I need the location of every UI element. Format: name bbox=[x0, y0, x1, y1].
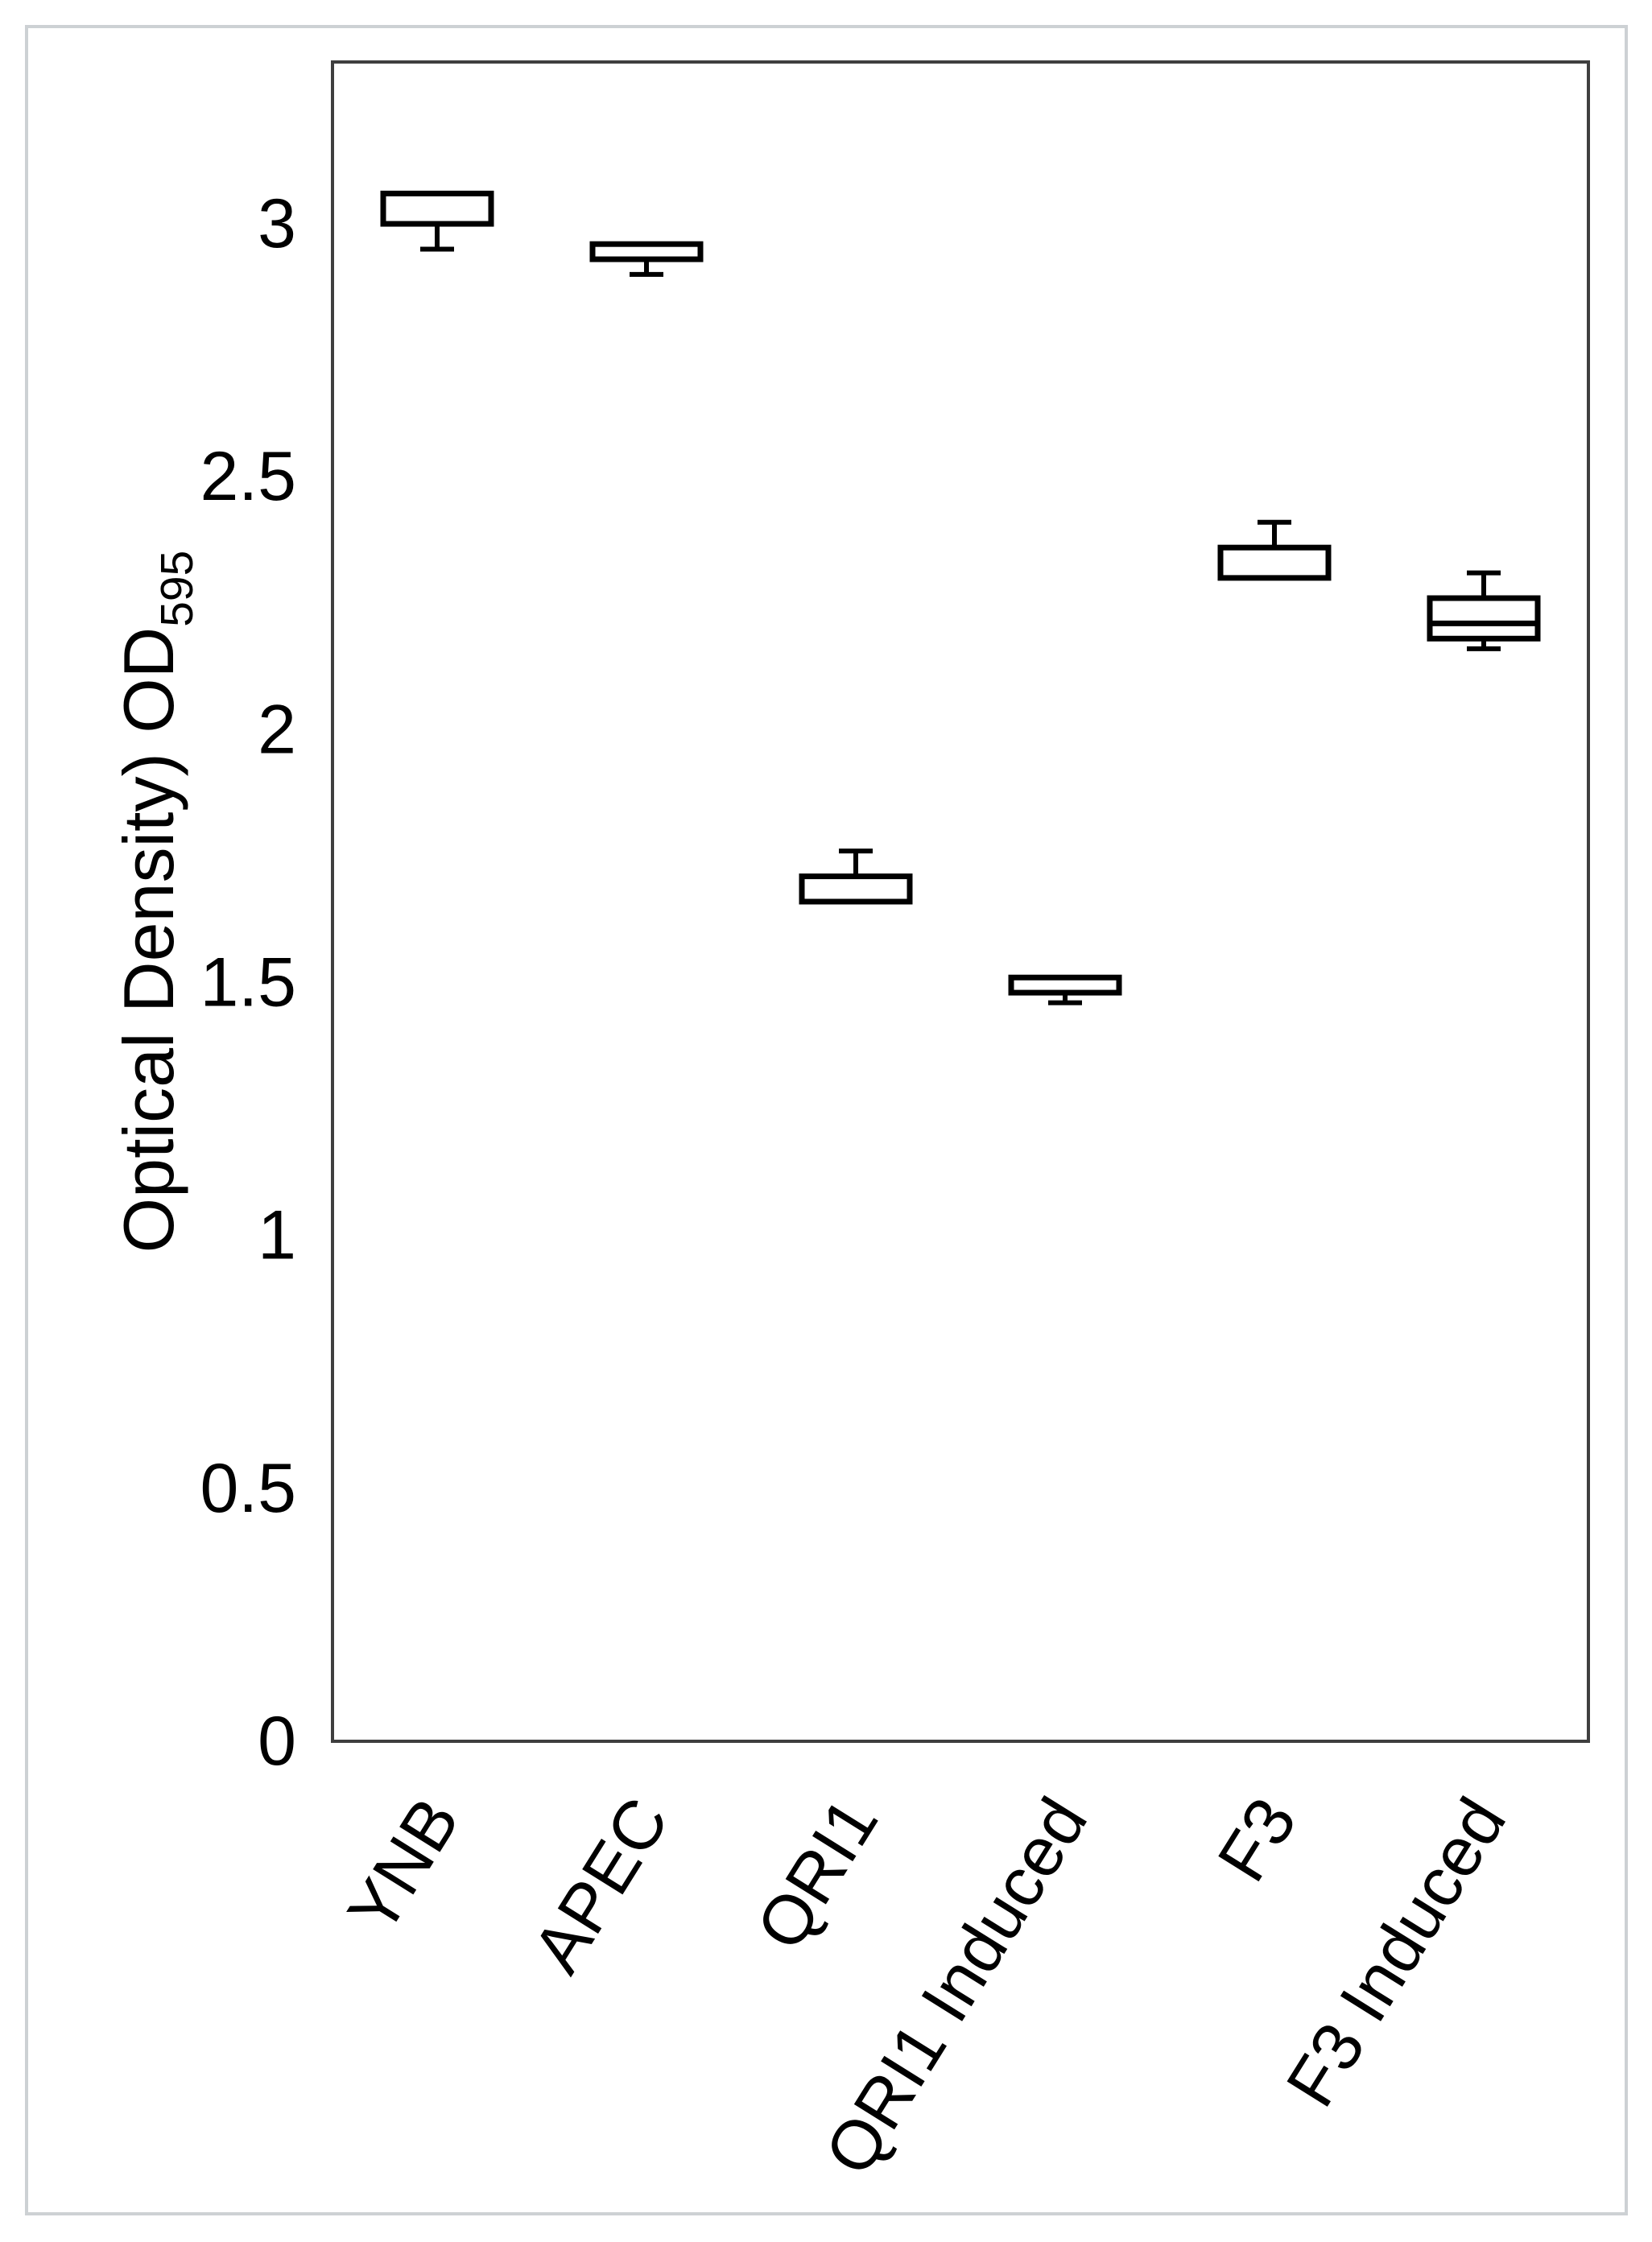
y-axis-title: Optical Density) OD595 bbox=[109, 551, 203, 1253]
box-qri1 bbox=[799, 873, 913, 905]
box-qri1-induced bbox=[1008, 974, 1122, 996]
box-group-f3 bbox=[1217, 519, 1332, 581]
y-axis-tick-label: 2 bbox=[258, 691, 296, 768]
box-f3 bbox=[1217, 544, 1332, 581]
box-group-qri1 bbox=[799, 848, 913, 905]
y-axis-tick-label: 1 bbox=[258, 1197, 296, 1274]
box-f3-induced bbox=[1427, 595, 1541, 642]
figure-border bbox=[25, 25, 1628, 2215]
x-axis-label-f3-induced: F3 Induced bbox=[1272, 1785, 1521, 2120]
x-axis-label-apec: APEC bbox=[518, 1785, 684, 1985]
y-axis-title-text: Optical Density) OD bbox=[109, 627, 188, 1253]
plot-frame bbox=[331, 60, 1590, 1743]
x-axis-label-qri1: QRI1 bbox=[741, 1785, 893, 1963]
y-axis-tick-label: 3 bbox=[258, 185, 296, 262]
y-axis-title-subscript: 595 bbox=[151, 551, 203, 627]
y-axis-tick-label: 2.5 bbox=[200, 438, 296, 515]
box-group-apec bbox=[589, 241, 704, 277]
box-group-qri1-induced bbox=[1008, 974, 1122, 1005]
box-apec bbox=[589, 241, 704, 262]
y-axis-tick-label: 0 bbox=[258, 1703, 296, 1780]
box-group-ynb bbox=[380, 190, 494, 252]
box-group-f3-induced bbox=[1427, 570, 1541, 651]
x-axis-label-f3: F3 bbox=[1204, 1785, 1312, 1894]
y-axis-tick-label: 0.5 bbox=[200, 1450, 296, 1527]
y-axis-tick-label: 1.5 bbox=[200, 944, 296, 1022]
x-axis-label-ynb: YNB bbox=[333, 1785, 474, 1947]
box-ynb bbox=[380, 190, 494, 227]
